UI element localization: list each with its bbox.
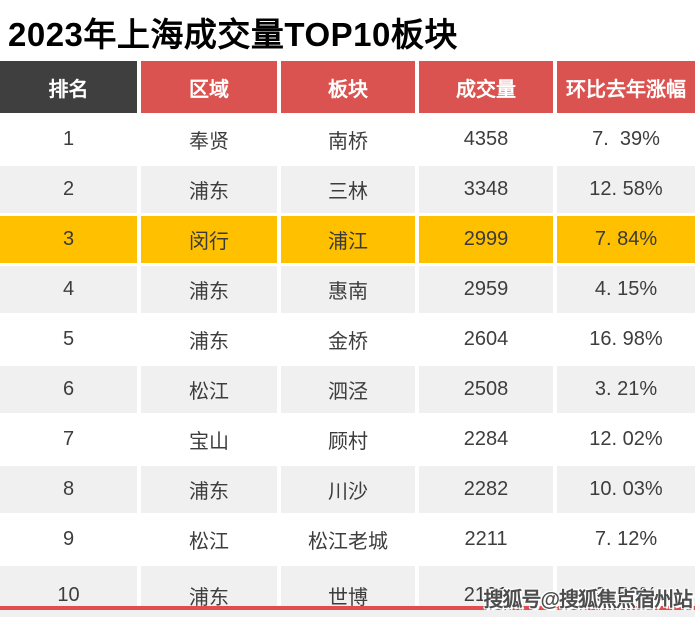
header-cell-change: 环比去年涨幅: [557, 61, 695, 113]
watermark: 搜狐号@搜狐焦点宿州站: [483, 589, 693, 611]
cell-region: 浦东: [141, 316, 277, 363]
cell-rank: 2: [0, 166, 137, 213]
cell-region: 宝山: [141, 416, 277, 463]
cell-region: 闵行: [141, 216, 277, 263]
cell-volume: 2211: [419, 516, 553, 563]
cell-region: 松江: [141, 516, 277, 563]
cell-region: 浦东: [141, 466, 277, 513]
cell-rank: 3: [0, 216, 137, 263]
header-cell-area: 板块: [281, 61, 415, 113]
cell-change: 3. 21%: [557, 366, 695, 413]
cell-area: 南桥: [281, 116, 415, 163]
cell-region: 浦东: [141, 166, 277, 213]
cell-rank: 9: [0, 516, 137, 563]
cell-rank: 8: [0, 466, 137, 513]
cell-change: 7. 12%: [557, 516, 695, 563]
cell-rank: 6: [0, 366, 137, 413]
cell-change: 10. 03%: [557, 466, 695, 513]
cell-change: 7. 84%: [557, 216, 695, 263]
cell-volume: 2999: [419, 216, 553, 263]
cell-volume: 2959: [419, 266, 553, 313]
page-title: 2023年上海成交量TOP10板块: [8, 16, 458, 53]
cell-area: 川沙: [281, 466, 415, 513]
cell-change: 16. 98%: [557, 316, 695, 363]
cell-volume: 3348: [419, 166, 553, 213]
cell-area: 三林: [281, 166, 415, 213]
header-cell-volume: 成交量: [419, 61, 553, 113]
cell-region: 浦东: [141, 266, 277, 313]
top10-table: 排名 区域 板块 成交量 环比去年涨幅 1 奉贤 南桥 4358 7. 39% …: [0, 61, 695, 617]
cell-region: 奉贤: [141, 116, 277, 163]
header-cell-region: 区域: [141, 61, 277, 113]
cell-change: 12. 58%: [557, 166, 695, 213]
cell-volume: 2284: [419, 416, 553, 463]
cell-area: 浦江: [281, 216, 415, 263]
cell-area: 惠南: [281, 266, 415, 313]
cell-rank: 5: [0, 316, 137, 363]
cell-volume: 2508: [419, 366, 553, 413]
cell-area: 泗泾: [281, 366, 415, 413]
cell-volume: 4358: [419, 116, 553, 163]
cell-volume: 2282: [419, 466, 553, 513]
cell-rank: 4: [0, 266, 137, 313]
cell-change: 4. 15%: [557, 266, 695, 313]
cell-change: 12. 02%: [557, 416, 695, 463]
cell-region: 松江: [141, 366, 277, 413]
cell-area: 金桥: [281, 316, 415, 363]
cell-change: 7. 39%: [557, 116, 695, 163]
cell-rank: 7: [0, 416, 137, 463]
cell-area: 松江老城: [281, 516, 415, 563]
bottom-red-line: [0, 606, 695, 610]
header-cell-rank: 排名: [0, 61, 137, 113]
cell-volume: 2604: [419, 316, 553, 363]
cell-rank: 1: [0, 116, 137, 163]
bottom-gray-strip: [0, 610, 695, 617]
cell-area: 顾村: [281, 416, 415, 463]
